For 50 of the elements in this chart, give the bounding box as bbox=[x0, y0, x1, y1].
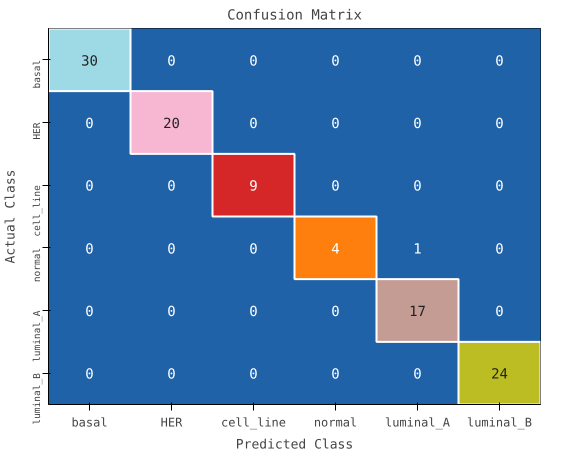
data-label: 0 bbox=[167, 241, 176, 258]
y-tick-label: cell_line bbox=[32, 184, 43, 237]
data-label: 0 bbox=[331, 116, 340, 132]
data-label: 17 bbox=[409, 304, 426, 320]
data-label: 0 bbox=[167, 366, 176, 383]
data-label: 0 bbox=[85, 304, 94, 320]
data-label: 20 bbox=[163, 116, 180, 132]
data-label: 0 bbox=[85, 178, 94, 195]
data-label: 0 bbox=[331, 366, 340, 383]
data-label: 4 bbox=[331, 241, 340, 258]
data-label: 0 bbox=[413, 116, 422, 132]
y-axis-title: Actual Class bbox=[4, 170, 18, 264]
data-label: 0 bbox=[495, 178, 504, 195]
data-label: 24 bbox=[491, 366, 508, 383]
y-tick-label: HER bbox=[32, 122, 43, 140]
data-label: 0 bbox=[167, 178, 176, 195]
x-tick-label: cell_line bbox=[220, 416, 286, 430]
data-label: 9 bbox=[249, 178, 258, 195]
y-tick-label: basal bbox=[32, 60, 43, 88]
data-label: 0 bbox=[331, 304, 340, 320]
data-label: 0 bbox=[495, 116, 504, 132]
y-tick-label: luminal_A bbox=[32, 310, 43, 362]
data-label: 0 bbox=[167, 304, 176, 320]
x-axis-title: Predicted Class bbox=[236, 438, 354, 452]
x-tick-label: HER bbox=[160, 416, 184, 430]
data-label: 0 bbox=[85, 116, 94, 132]
data-label: 0 bbox=[495, 304, 504, 320]
data-label: 0 bbox=[495, 53, 504, 70]
x-tick-label: basal bbox=[71, 416, 108, 430]
data-label: 0 bbox=[331, 178, 340, 195]
data-label: 0 bbox=[331, 53, 340, 70]
data-label: 0 bbox=[249, 366, 258, 383]
data-label: 0 bbox=[249, 241, 258, 258]
data-label: 0 bbox=[413, 53, 422, 70]
data-label: 0 bbox=[413, 366, 422, 383]
chart-title: Confusion Matrix bbox=[227, 8, 362, 24]
y-tick-label: normal bbox=[32, 248, 43, 282]
data-label: 0 bbox=[249, 304, 258, 320]
x-tick-label: luminal_B bbox=[466, 416, 532, 430]
data-label: 0 bbox=[85, 241, 94, 258]
data-label: 0 bbox=[249, 53, 258, 70]
data-label: 0 bbox=[85, 366, 94, 383]
x-tick-label: normal bbox=[314, 416, 358, 430]
data-label: 1 bbox=[413, 241, 422, 258]
data-label: 0 bbox=[167, 53, 176, 70]
x-tick-label: luminal_A bbox=[384, 416, 451, 430]
data-label: 30 bbox=[81, 53, 98, 70]
data-label: 0 bbox=[249, 116, 258, 132]
data-label: 0 bbox=[495, 241, 504, 258]
data-label: 0 bbox=[413, 178, 422, 195]
